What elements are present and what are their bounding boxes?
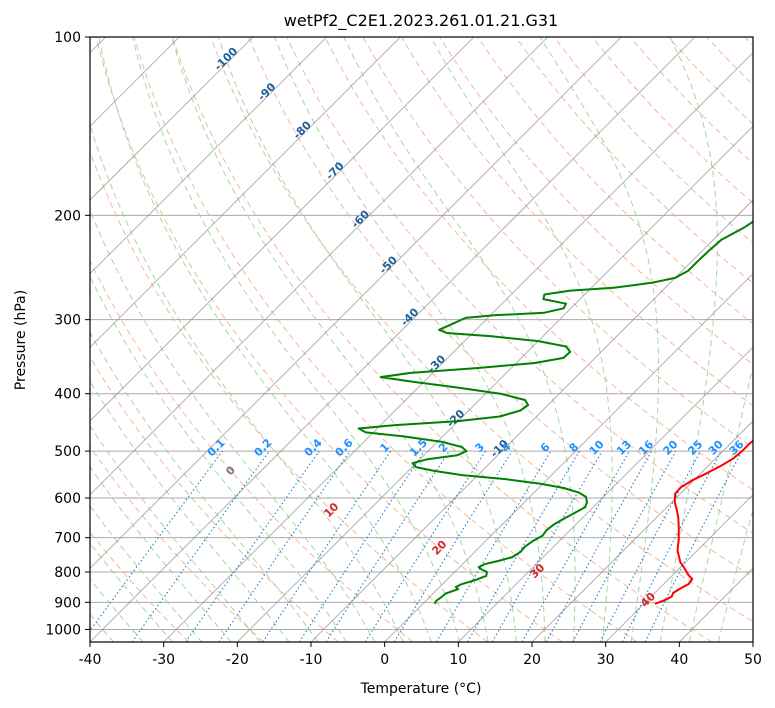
pressure-gridlines — [90, 37, 753, 630]
dry-adiabat — [324, 37, 753, 491]
y-tick-label: 800 — [54, 565, 81, 581]
moist-adiabat — [90, 578, 144, 642]
mixing-ratio-line — [325, 450, 450, 642]
y-axis-ticks: 1000 900 800 700 600 500 400 300 200 100 — [45, 30, 90, 638]
mixing-ratio-line — [218, 450, 351, 642]
y-tick-label: 100 — [54, 30, 81, 46]
moist-adiabat — [131, 37, 461, 642]
x-tick-label: -40 — [79, 652, 102, 668]
isotherm-line — [531, 420, 753, 642]
mixing-ratio-line — [298, 450, 425, 642]
moist-adiabat — [90, 208, 376, 642]
profile-series — [357, 220, 753, 605]
dry-adiabat — [286, 37, 753, 534]
plot-background — [90, 37, 753, 642]
skewed-isotherms — [90, 37, 753, 642]
moist-adiabat — [217, 37, 517, 642]
x-axis-ticks: -40 -30 -20 -10 0 10 20 30 40 50 — [79, 642, 762, 668]
moist-adiabat — [90, 424, 261, 642]
x-tick-label: 50 — [744, 652, 762, 668]
isotherm-line — [384, 273, 753, 642]
y-tick-label: 1000 — [45, 622, 81, 638]
moist-adiabat — [98, 37, 432, 642]
isotherm-line — [90, 37, 475, 422]
mixing-ratio-line — [262, 450, 392, 642]
moist-adiabats — [90, 37, 753, 642]
x-axis-title: Temperature (°C) — [360, 681, 482, 697]
dry-adiabats — [90, 37, 753, 642]
y-tick-label: 600 — [54, 491, 81, 507]
x-tick-label: 40 — [670, 652, 688, 668]
isotherm-line — [310, 199, 753, 642]
isotherm-line — [90, 37, 696, 642]
dry-adiabat — [90, 445, 264, 642]
moist-adiabat — [430, 37, 613, 642]
mixing-ratio-line — [131, 450, 270, 642]
dry-adiabat — [515, 37, 753, 284]
plot-frame — [89, 36, 754, 643]
mixing-ratio-line — [393, 450, 513, 642]
x-tick-label: 10 — [449, 652, 467, 668]
y-axis-title: Pressure (hPa) — [13, 290, 29, 390]
dry-adiabat — [171, 37, 712, 642]
moist-adiabat — [717, 507, 753, 642]
mixing-ratio-line — [644, 450, 743, 642]
x-tick-label: -20 — [226, 652, 249, 668]
isotherm-line — [90, 37, 622, 569]
x-tick-label: 0 — [380, 652, 389, 668]
isotherm-line — [605, 494, 753, 642]
moist-adiabat — [539, 37, 660, 642]
y-tick-label: 900 — [54, 595, 81, 611]
x-tick-label: 30 — [597, 652, 615, 668]
plot-area: -100-90-80-70-60-50-40-30-20-100.1 0.2 0.4… — [90, 37, 753, 642]
moist-adiabat — [659, 37, 718, 642]
temperature-profile-line — [654, 439, 753, 605]
y-tick-label: 400 — [54, 387, 81, 403]
isotherm-line — [90, 37, 401, 348]
mixing-ratio-line — [521, 450, 630, 642]
dry-adiabat — [90, 259, 414, 642]
mixing-ratio-line — [185, 450, 320, 642]
y-tick-label: 500 — [54, 444, 81, 460]
moist-adiabat — [171, 37, 489, 642]
x-tick-label: -10 — [300, 652, 323, 668]
mixing-ratio-line — [90, 450, 223, 632]
moist-adiabat — [90, 542, 173, 642]
moist-adiabat — [90, 331, 319, 642]
mixing-ratio-line — [572, 450, 677, 642]
moist-adiabat — [90, 123, 404, 642]
chart-title: wetPf2_C2E1.2023.261.01.21.G31 — [284, 11, 558, 31]
y-tick-label: 700 — [54, 531, 81, 547]
moist-adiabat — [90, 380, 290, 642]
dewpoint-profile-line — [357, 220, 753, 605]
y-tick-label: 200 — [54, 208, 81, 224]
moist-adiabat — [90, 275, 347, 642]
dry-adiabat — [95, 37, 563, 642]
dry-adiabat — [248, 37, 753, 578]
isotherm-line — [90, 37, 327, 275]
dry-adiabat — [90, 356, 339, 642]
moist-adiabat — [688, 363, 753, 642]
moist-adiabat — [274, 37, 546, 642]
isotherm-line — [458, 346, 753, 642]
moist-adiabat — [343, 37, 576, 642]
isotherm-line — [237, 125, 753, 642]
mixing-ratio-line — [545, 450, 653, 642]
moist-adiabat — [90, 505, 203, 642]
dry-adiabat — [133, 37, 638, 642]
y-tick-label: 300 — [54, 313, 81, 329]
isotherm-line — [163, 52, 753, 642]
x-tick-label: -30 — [152, 652, 175, 668]
mixing-ratio-lines — [90, 450, 743, 642]
isotherm-line — [90, 37, 254, 201]
x-tick-label: 20 — [523, 652, 541, 668]
isotherm-line — [90, 37, 548, 496]
moist-adiabat — [90, 466, 232, 642]
